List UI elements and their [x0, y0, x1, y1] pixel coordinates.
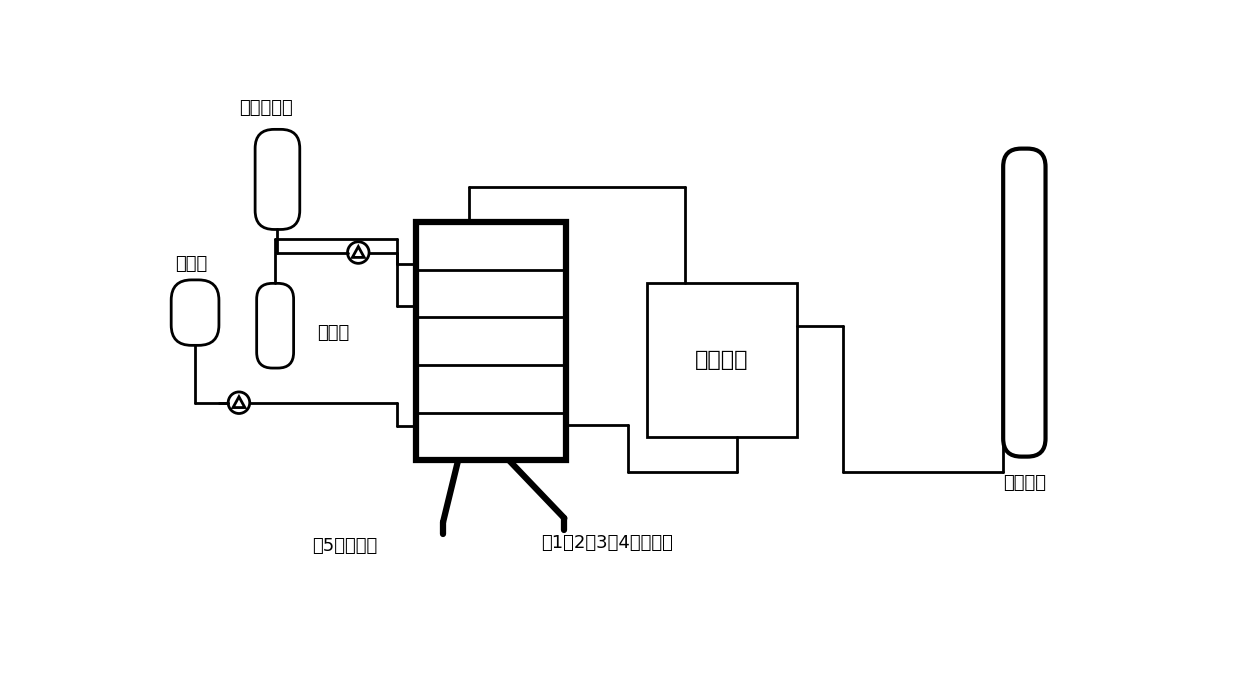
Text: 氯气罐: 氯气罐 [317, 324, 350, 342]
Text: 乙醇罐: 乙醇罐 [175, 256, 207, 274]
FancyBboxPatch shape [171, 280, 219, 345]
Text: 双乙烯酮罐: 双乙烯酮罐 [239, 99, 293, 117]
Text: 精馏工段: 精馏工段 [1003, 473, 1045, 491]
Bar [417, 222, 567, 460]
Bar [647, 283, 797, 437]
Text: 第1、2、3、4反应模块: 第1、2、3、4反应模块 [541, 534, 673, 552]
Text: 第5反应模块: 第5反应模块 [312, 538, 377, 556]
FancyBboxPatch shape [257, 283, 294, 368]
Text: 蒸馏工段: 蒸馏工段 [696, 351, 749, 370]
FancyBboxPatch shape [1003, 148, 1045, 457]
FancyBboxPatch shape [255, 130, 300, 229]
